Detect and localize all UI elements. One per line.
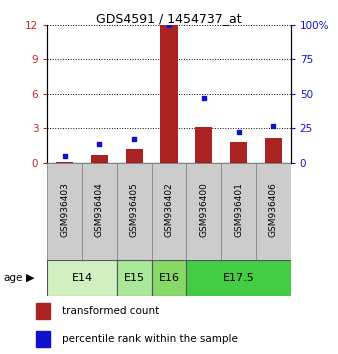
Text: ▶: ▶ — [26, 273, 35, 283]
Point — [97, 141, 102, 146]
Text: age: age — [3, 273, 23, 283]
Bar — [221, 163, 256, 260]
Point — [166, 22, 172, 28]
Point — [62, 153, 67, 159]
Text: E14: E14 — [72, 273, 93, 283]
Bar — [152, 163, 186, 260]
Bar — [56, 162, 73, 163]
Text: GSM936404: GSM936404 — [95, 182, 104, 237]
Bar — [35, 331, 50, 347]
Point — [271, 123, 276, 129]
Text: GSM936400: GSM936400 — [199, 182, 208, 237]
Bar — [256, 163, 291, 260]
Bar — [125, 149, 143, 163]
Text: E17.5: E17.5 — [223, 273, 255, 283]
Bar — [35, 303, 50, 319]
Text: GSM936406: GSM936406 — [269, 182, 278, 237]
Text: GSM936402: GSM936402 — [165, 182, 173, 237]
Bar — [47, 163, 82, 260]
Text: transformed count: transformed count — [62, 306, 159, 316]
Point — [236, 130, 241, 135]
Text: GSM936401: GSM936401 — [234, 182, 243, 237]
Text: GSM936405: GSM936405 — [130, 182, 139, 237]
Bar — [47, 260, 117, 296]
Text: GSM936403: GSM936403 — [60, 182, 69, 237]
Bar — [117, 260, 152, 296]
Text: percentile rank within the sample: percentile rank within the sample — [62, 334, 238, 344]
Bar — [152, 260, 186, 296]
Bar — [82, 163, 117, 260]
Point — [131, 137, 137, 142]
Bar — [265, 137, 282, 163]
Text: E16: E16 — [159, 273, 179, 283]
Text: E15: E15 — [124, 273, 145, 283]
Point — [201, 95, 207, 101]
Text: GDS4591 / 1454737_at: GDS4591 / 1454737_at — [96, 12, 242, 25]
Bar — [195, 127, 213, 163]
Bar — [186, 163, 221, 260]
Bar — [230, 142, 247, 163]
Bar — [117, 163, 152, 260]
Bar — [91, 155, 108, 163]
Bar — [160, 25, 178, 163]
Bar — [186, 260, 291, 296]
